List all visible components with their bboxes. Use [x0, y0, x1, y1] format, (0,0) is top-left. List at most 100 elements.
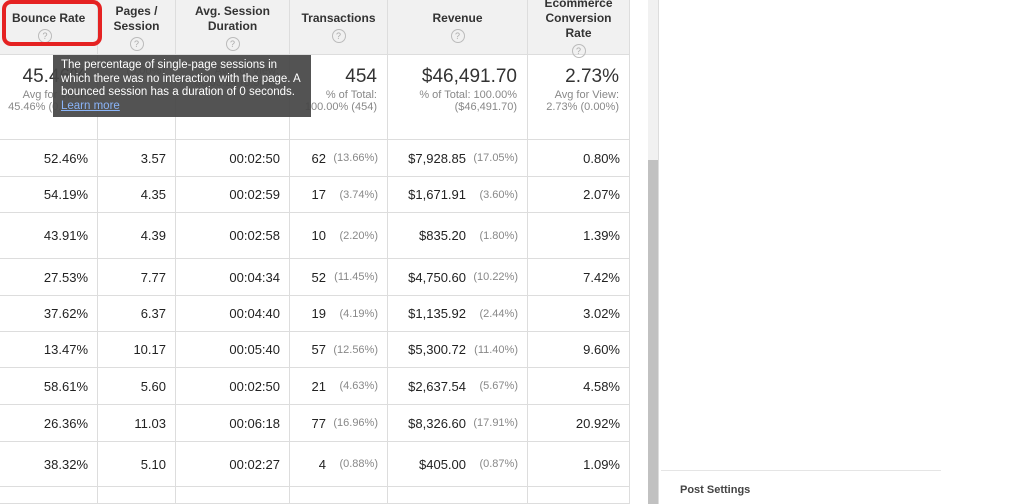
- table-cell: [528, 487, 630, 504]
- table-cell: 5.60: [98, 368, 176, 405]
- table-cell: 57 (12.56%): [290, 332, 388, 368]
- scroll-thumb[interactable]: [648, 160, 658, 504]
- cell-value: 77: [311, 415, 326, 431]
- table-cell: $2,637.54 (5.67%): [388, 368, 528, 405]
- summary-detail: 100.00% (454): [304, 101, 377, 113]
- cell-value: 1.39%: [583, 228, 620, 243]
- divider: [661, 470, 941, 471]
- help-icon[interactable]: ?: [225, 36, 240, 51]
- table-cell: 11.03: [98, 405, 176, 442]
- table-cell: $1,135.92 (2.44%): [388, 296, 528, 332]
- cell-value: 52.46%: [43, 150, 88, 166]
- column-header[interactable]: Pages / Session?: [98, 0, 176, 55]
- table-cell: $405.00 (0.87%): [388, 442, 528, 487]
- summary-value: 2.73%: [565, 66, 619, 87]
- table-cell: $8,326.60 (17.91%): [388, 405, 528, 442]
- cell-value: 3.02%: [583, 306, 620, 321]
- cell-value: 37.62%: [43, 306, 88, 321]
- table-cell: [388, 487, 528, 504]
- help-icon[interactable]: ?: [571, 44, 586, 58]
- column-header[interactable]: Avg. Session Duration?: [176, 0, 290, 55]
- table-cell: 00:04:34: [176, 259, 290, 296]
- table-cell: 0.80%: [528, 140, 630, 177]
- table-cell: 7.77: [98, 259, 176, 296]
- cell-value: 21: [311, 378, 326, 394]
- column-header[interactable]: Transactions?: [290, 0, 388, 55]
- cell-value: 00:02:58: [229, 228, 280, 243]
- table-cell: 43.91%: [0, 213, 98, 259]
- cell-value: 58.61%: [43, 378, 88, 394]
- summary-label: % of Total: 100.00%: [419, 89, 517, 101]
- table-cell: 20.92%: [528, 405, 630, 442]
- summary-label: Avg for View:: [554, 89, 619, 101]
- cell-percent: (3.74%): [339, 188, 378, 201]
- table-cell: 7.42%: [528, 259, 630, 296]
- table-cell: 4.58%: [528, 368, 630, 405]
- cell-percent: (3.60%): [479, 188, 518, 201]
- cell-percent: (12.56%): [333, 343, 378, 356]
- column-header[interactable]: Ecommerce Conversion Rate?: [528, 0, 630, 58]
- sidebar-title[interactable]: Post Settings: [680, 484, 751, 496]
- cell-percent: (11.45%): [334, 271, 378, 283]
- highlight: [2, 0, 102, 46]
- table-cell: 1.09%: [528, 442, 630, 487]
- cell-value: 6.37: [140, 306, 166, 321]
- table-cell: $835.20 (1.80%): [388, 213, 528, 259]
- cell-percent: (5.67%): [479, 380, 518, 392]
- cell-value: 00:06:18: [229, 415, 280, 431]
- table-cell: 10.17: [98, 332, 176, 368]
- table-cell: 58.61%: [0, 368, 98, 405]
- help-icon[interactable]: ?: [331, 29, 346, 43]
- summary-label: % of Total:: [325, 89, 377, 101]
- column-header[interactable]: Revenue?: [388, 0, 528, 55]
- cell-value: 11.03: [134, 415, 166, 431]
- cell-percent: (2.44%): [479, 307, 518, 320]
- table-cell: [290, 487, 388, 504]
- cell-value: 13.47%: [43, 342, 88, 357]
- cell-value: 7.77: [140, 269, 166, 285]
- cell-value: 00:02:50: [229, 150, 280, 166]
- table-cell: 52 (11.45%): [290, 259, 388, 296]
- cell-percent: (4.19%): [339, 307, 378, 320]
- table-cell: 3.02%: [528, 296, 630, 332]
- header-label: Ecommerce Conversion Rate: [544, 0, 613, 40]
- cell-value: 5.60: [140, 378, 166, 394]
- table-cell: 62 (13.66%): [290, 140, 388, 177]
- cell-percent: (10.22%): [473, 271, 518, 283]
- header-label: Revenue: [432, 11, 483, 25]
- cell-value: 43.91%: [43, 228, 88, 243]
- cell-percent: (4.63%): [339, 380, 378, 392]
- table-cell: $4,750.60 (10.22%): [388, 259, 528, 296]
- cell-value: $8,326.60: [408, 415, 466, 431]
- header-label: Bounce Rate: [12, 11, 86, 25]
- cell-value: 00:02:59: [229, 187, 280, 202]
- header-label: Pages / Session: [113, 3, 160, 33]
- cell-value: 9.60%: [583, 342, 620, 357]
- cell-percent: (13.66%): [333, 152, 378, 164]
- cell-value: $835.20: [419, 228, 466, 243]
- cell-percent: (11.40%): [474, 343, 518, 356]
- cell-value: $4,750.60: [408, 269, 466, 285]
- table-cell: 00:02:59: [176, 177, 290, 213]
- table-cell: 26.36%: [0, 405, 98, 442]
- help-icon[interactable]: ?: [450, 29, 465, 43]
- table-cell: 9.60%: [528, 332, 630, 368]
- table-cell: 52.46%: [0, 140, 98, 177]
- cell-value: 4.58%: [583, 378, 620, 394]
- header-label: Avg. Session Duration: [195, 3, 270, 33]
- cell-value: 10: [311, 228, 326, 243]
- help-icon[interactable]: ?: [129, 36, 144, 51]
- cell-value: $405.00: [419, 456, 466, 472]
- table-cell: 00:04:40: [176, 296, 290, 332]
- table-cell: 6.37: [98, 296, 176, 332]
- cell-percent: (17.91%): [473, 417, 518, 429]
- table-cell: 1.39%: [528, 213, 630, 259]
- table-cell: 00:05:40: [176, 332, 290, 368]
- tooltip-link[interactable]: Learn more: [61, 99, 120, 112]
- cell-value: 10.17: [133, 342, 166, 357]
- summary-value: $46,491.70: [421, 66, 517, 87]
- cell-value: 54.19%: [43, 187, 88, 202]
- table-cell: $1,671.91 (3.60%): [388, 177, 528, 213]
- cell-value: 7.42%: [583, 269, 620, 285]
